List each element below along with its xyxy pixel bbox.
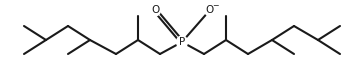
- Ellipse shape: [205, 4, 216, 16]
- Text: O: O: [206, 5, 214, 15]
- Text: P: P: [179, 37, 185, 47]
- Text: O: O: [151, 5, 159, 15]
- Ellipse shape: [177, 36, 188, 48]
- Ellipse shape: [149, 4, 160, 16]
- Text: −: −: [212, 1, 219, 10]
